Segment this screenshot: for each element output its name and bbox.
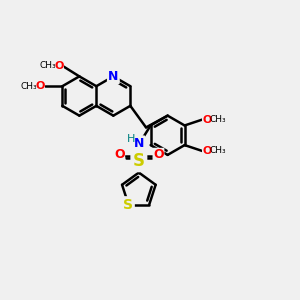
Text: O: O: [114, 148, 124, 161]
Text: CH₃: CH₃: [40, 61, 56, 70]
Text: O: O: [202, 146, 212, 156]
Text: O: O: [153, 148, 164, 161]
Text: CH₃: CH₃: [210, 115, 226, 124]
Text: CH₃: CH₃: [21, 82, 37, 91]
Text: N: N: [108, 70, 119, 83]
Text: O: O: [202, 115, 212, 124]
Text: H: H: [127, 134, 135, 144]
Text: CH₃: CH₃: [210, 146, 226, 155]
Text: O: O: [35, 81, 44, 91]
Text: N: N: [134, 136, 144, 150]
Text: O: O: [54, 61, 63, 70]
Text: S: S: [133, 152, 145, 170]
Text: S: S: [124, 197, 134, 212]
